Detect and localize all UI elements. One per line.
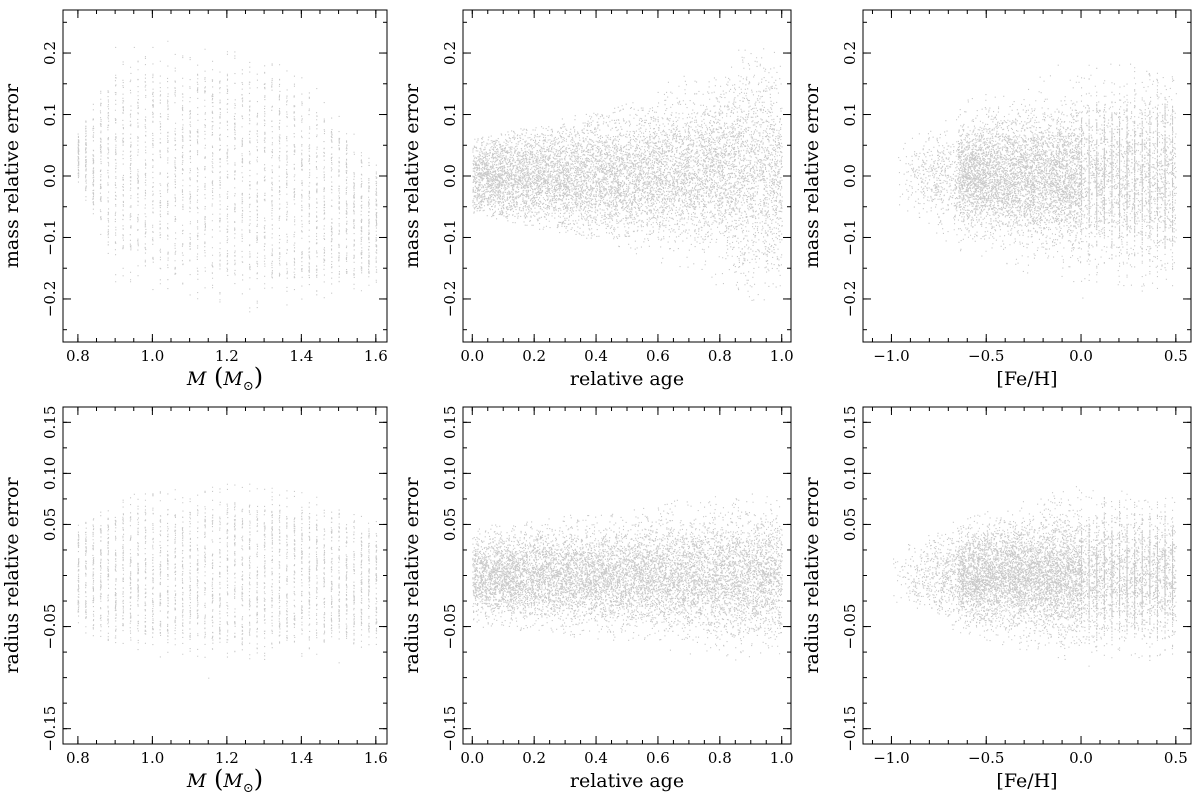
y-tick-label: 0.1 xyxy=(41,103,59,127)
x-tick-label: 1.6 xyxy=(364,749,388,767)
x-tick-label: 1.0 xyxy=(140,749,164,767)
x-tick-label: −0.5 xyxy=(968,749,1004,767)
x-tick-label: 0.0 xyxy=(460,347,484,365)
plot-frame xyxy=(862,406,1192,745)
scatter-points xyxy=(893,486,1177,667)
x-tick-label: 1.4 xyxy=(289,347,313,365)
scatter-point-cloud xyxy=(472,493,783,661)
x-tick-label: 1.4 xyxy=(289,749,313,767)
x-tick-label: 1.0 xyxy=(770,749,794,767)
panel-bottom-right: −1.0 −0.5 0.0 0.5 −0.15 −0.05 0.05 0.10 0.15 [Fe/… xyxy=(801,406,1192,792)
scatter-point-cloud xyxy=(472,48,783,301)
y-tick-label: 0.1 xyxy=(841,103,859,127)
panel-top-left: 0.8 1.0 1.2 1.4 1.6 −0.2 −0.1 0.0 0.1 0.2 M (M⊙) ma… xyxy=(1,9,388,394)
x-tick-label: 0.8 xyxy=(708,347,732,365)
axis-ticks xyxy=(863,407,1191,744)
y-tick-label: −0.05 xyxy=(441,604,459,650)
y-axis-label: radius relative error xyxy=(401,477,423,674)
axis-ticks xyxy=(863,10,1191,342)
x-axis-label: M (M⊙) xyxy=(186,765,263,796)
y-axis-label: radius relative error xyxy=(1,477,23,674)
panel-top-middle: 0.0 0.2 0.4 0.6 0.8 1.0 −0.2 −0.1 0.0 0.1 0.2 relat… xyxy=(401,9,794,390)
y-tick-label: 0.0 xyxy=(441,164,459,188)
x-tick-label: 0.4 xyxy=(584,347,608,365)
y-tick-label: 0.15 xyxy=(41,406,59,439)
x-tick-label: −1.0 xyxy=(873,749,909,767)
y-tick-label: −0.15 xyxy=(841,706,859,752)
y-axis-label: mass relative error xyxy=(1,83,23,268)
y-tick-label: 0.2 xyxy=(41,41,59,65)
x-axis-label: M (M⊙) xyxy=(186,363,263,394)
x-tick-label: 0.5 xyxy=(1164,749,1188,767)
x-tick-label: 1.0 xyxy=(140,347,164,365)
y-tick-label: −0.2 xyxy=(441,281,459,317)
x-tick-label: −1.0 xyxy=(873,347,909,365)
y-tick-label: −0.2 xyxy=(841,281,859,317)
x-tick-label: 0.8 xyxy=(66,347,90,365)
x-tick-label: 0.4 xyxy=(584,749,608,767)
y-tick-label: −0.2 xyxy=(41,281,59,317)
y-axis-label: mass relative error xyxy=(801,83,823,268)
x-tick-label: 1.2 xyxy=(215,347,239,365)
panel-bottom-middle: 0.0 0.2 0.4 0.6 0.8 1.0 −0.15 −0.05 0.05 0.10 0.15… xyxy=(401,406,794,792)
y-tick-label: 0.10 xyxy=(441,457,459,490)
y-tick-label: 0.15 xyxy=(441,406,459,439)
x-tick-label: 0.0 xyxy=(460,749,484,767)
x-tick-label: 0.0 xyxy=(1069,347,1093,365)
y-tick-label: −0.05 xyxy=(41,604,59,650)
y-tick-label: 0.10 xyxy=(41,457,59,490)
x-tick-label: 1.2 xyxy=(215,749,239,767)
x-tick-label: 0.0 xyxy=(1069,749,1093,767)
y-tick-label: 0.2 xyxy=(841,41,859,65)
y-tick-label: 0.15 xyxy=(841,406,859,439)
x-axis-label: relative age xyxy=(570,770,684,792)
y-tick-label: 0.2 xyxy=(441,41,459,65)
y-tick-label: −0.1 xyxy=(841,219,859,255)
axis-ticks xyxy=(463,10,791,342)
scatter-points xyxy=(472,493,783,661)
axis-ticks xyxy=(463,407,791,744)
x-axis-label: [Fe/H] xyxy=(996,770,1057,792)
y-tick-label: −0.15 xyxy=(41,706,59,752)
x-tick-label: 1.6 xyxy=(364,347,388,365)
y-tick-label: −0.1 xyxy=(441,219,459,255)
y-tick-label: 0.0 xyxy=(841,164,859,188)
x-tick-label: 0.2 xyxy=(522,749,546,767)
x-tick-label: −0.5 xyxy=(968,347,1004,365)
panel-top-right: −1.0 −0.5 0.0 0.5 −0.2 −0.1 0.0 0.1 0.2 [Fe/H] mas… xyxy=(801,9,1192,390)
scatter-points xyxy=(472,48,783,301)
x-tick-label: 0.5 xyxy=(1164,347,1188,365)
x-tick-label: 0.2 xyxy=(522,347,546,365)
x-tick-label: 0.6 xyxy=(646,749,670,767)
scatter-points xyxy=(77,483,378,679)
y-tick-label: 0.05 xyxy=(441,508,459,541)
x-axis-label: [Fe/H] xyxy=(996,368,1057,390)
panel-bottom-left: 0.8 1.0 1.2 1.4 1.6 −0.15 −0.05 0.05 0.10 0.15 M (… xyxy=(1,406,388,796)
y-tick-label: 0.10 xyxy=(841,457,859,490)
x-axis-label: relative age xyxy=(570,368,684,390)
y-tick-label: 0.1 xyxy=(441,103,459,127)
y-axis-label: mass relative error xyxy=(401,83,423,268)
x-tick-label: 0.8 xyxy=(708,749,732,767)
y-tick-label: −0.05 xyxy=(841,604,859,650)
y-tick-label: 0.0 xyxy=(41,164,59,188)
y-tick-label: 0.05 xyxy=(841,508,859,541)
scatter-point-cloud xyxy=(77,483,378,679)
axis-ticks xyxy=(63,407,387,744)
y-tick-label: 0.05 xyxy=(41,508,59,541)
y-tick-label: −0.1 xyxy=(41,219,59,255)
scatter-point-cloud xyxy=(898,63,1177,299)
scatter-points xyxy=(898,63,1177,299)
plot-frame xyxy=(62,406,388,745)
scatter-point-cloud xyxy=(893,486,1177,667)
x-tick-label: 0.6 xyxy=(646,347,670,365)
scatter-point-cloud xyxy=(77,40,378,313)
y-axis-label: radius relative error xyxy=(801,477,823,674)
scatter-points xyxy=(77,40,378,313)
y-tick-label: −0.15 xyxy=(441,706,459,752)
x-tick-label: 0.8 xyxy=(66,749,90,767)
axis-ticks xyxy=(63,10,387,342)
x-tick-label: 1.0 xyxy=(770,347,794,365)
